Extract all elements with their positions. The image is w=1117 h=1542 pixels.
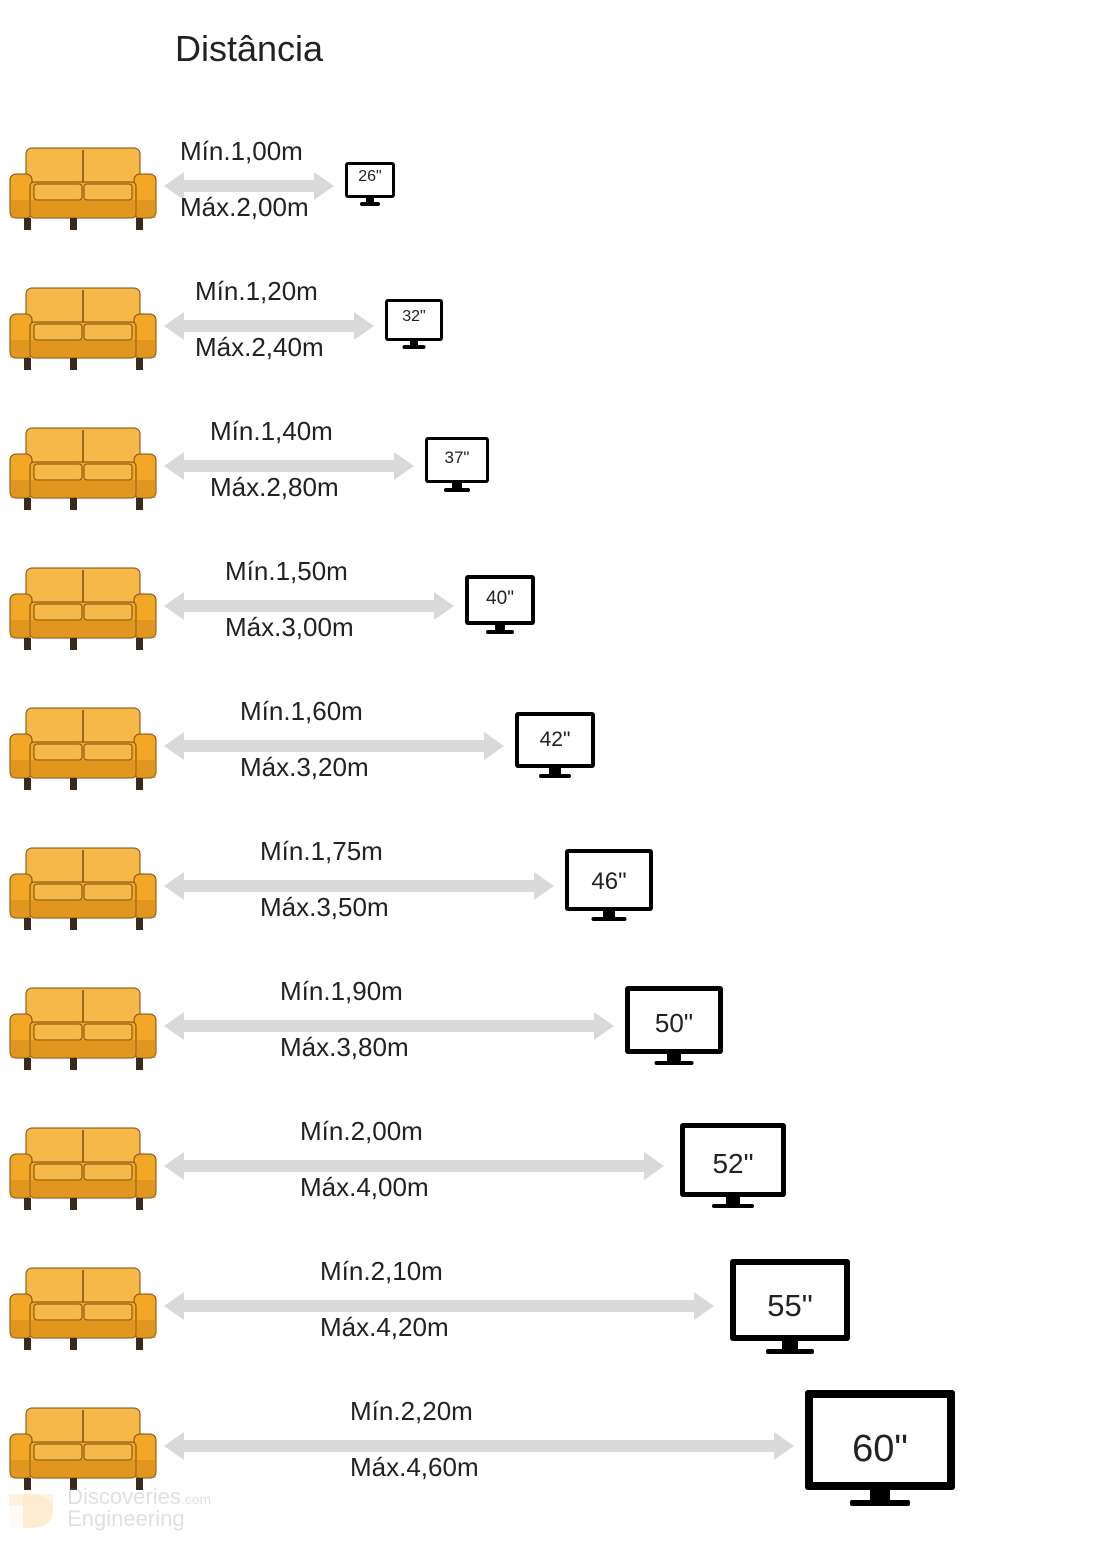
sofa-icon [8,140,158,232]
sofa-icon [8,1260,158,1352]
max-label: Máx.2,00m [180,194,309,220]
min-label: Mín.2,20m [350,1398,479,1424]
distance-row: Mín.2,00m Máx.4,00m 52" [0,1110,1117,1250]
max-label: Máx.3,20m [240,754,369,780]
distance-labels: Mín.2,10m Máx.4,20m [320,1258,449,1340]
min-label: Mín.1,90m [280,978,409,1004]
page-title: Distância [175,28,323,70]
sofa-icon [8,280,158,377]
tv-size-label: 55" [767,1288,813,1324]
distance-labels: Mín.1,00m Máx.2,00m [180,138,309,220]
distance-row: Mín.1,75m Máx.3,50m 46" [0,830,1117,970]
sofa-icon [8,420,158,512]
double-arrow-icon [164,1432,794,1460]
distance-labels: Mín.2,00m Máx.4,00m [300,1118,429,1200]
sofa-icon [8,840,158,937]
distance-labels: Mín.1,60m Máx.3,20m [240,698,369,780]
distance-labels: Mín.1,75m Máx.3,50m [260,838,389,920]
watermark-suffix: .com [181,1491,211,1507]
watermark-bottom: Engineering [67,1506,184,1531]
sofa-icon [8,1260,158,1357]
tv-size-label: 26" [358,168,381,186]
infographic-page: Distância Mín.1,00m Máx.2,00m 26" [0,0,1117,1536]
min-label: Mín.1,40m [210,418,339,444]
distance-labels: Mín.2,20m Máx.4,60m [350,1398,479,1480]
distance-labels: Mín.1,40m Máx.2,80m [210,418,339,500]
sofa-icon [8,560,158,652]
distance-labels: Mín.1,50m Máx.3,00m [225,558,354,640]
sofa-icon [8,840,158,932]
tv-size-label: 42" [540,728,571,752]
tv-size-label: 50" [655,1008,693,1039]
max-label: Máx.2,40m [195,334,324,360]
max-label: Máx.4,60m [350,1454,479,1480]
max-label: Máx.3,50m [260,894,389,920]
distance-row: Mín.1,90m Máx.3,80m 50" [0,970,1117,1110]
max-label: Máx.4,20m [320,1314,449,1340]
sofa-icon [8,140,158,237]
watermark-logo-icon [5,1480,61,1536]
min-label: Mín.1,60m [240,698,369,724]
max-label: Máx.4,00m [300,1174,429,1200]
min-label: Mín.1,50m [225,558,354,584]
sofa-icon [8,420,158,517]
max-label: Máx.2,80m [210,474,339,500]
min-label: Mín.2,10m [320,1258,449,1284]
min-label: Mín.2,00m [300,1118,429,1144]
distance-row: Mín.1,60m Máx.3,20m 42" [0,690,1117,830]
sofa-icon [8,280,158,372]
tv-size-label: 46" [591,868,626,896]
sofa-icon [8,1400,158,1492]
sofa-icon [8,980,158,1077]
distance-row: Mín.2,10m Máx.4,20m 55" [0,1250,1117,1390]
watermark: Discoveries.com Engineering [5,1480,211,1536]
max-label: Máx.3,00m [225,614,354,640]
min-label: Mín.1,75m [260,838,389,864]
sofa-icon [8,1120,158,1212]
distance-arrow-icon [164,1432,794,1465]
max-label: Máx.3,80m [280,1034,409,1060]
distance-row: Mín.1,50m Máx.3,00m 40" [0,550,1117,690]
tv-size-label: 60" [852,1428,908,1471]
distance-row: Mín.1,40m Máx.2,80m 37" [0,410,1117,550]
sofa-icon [8,1120,158,1217]
distance-row: Mín.1,20m Máx.2,40m 32" [0,270,1117,410]
sofa-icon [8,980,158,1072]
sofa-icon [8,700,158,797]
min-label: Mín.1,00m [180,138,309,164]
min-label: Mín.1,20m [195,278,324,304]
distance-labels: Mín.1,90m Máx.3,80m [280,978,409,1060]
distance-labels: Mín.1,20m Máx.2,40m [195,278,324,360]
sofa-icon [8,560,158,657]
distance-row: Mín.1,00m Máx.2,00m 26" [0,130,1117,270]
tv-size-label: 37" [445,448,470,468]
watermark-text: Discoveries.com Engineering [67,1486,211,1530]
tv-size-label: 52" [712,1148,753,1180]
tv-size-label: 32" [402,308,425,326]
tv-size-label: 40" [486,588,514,610]
sofa-icon [8,700,158,792]
